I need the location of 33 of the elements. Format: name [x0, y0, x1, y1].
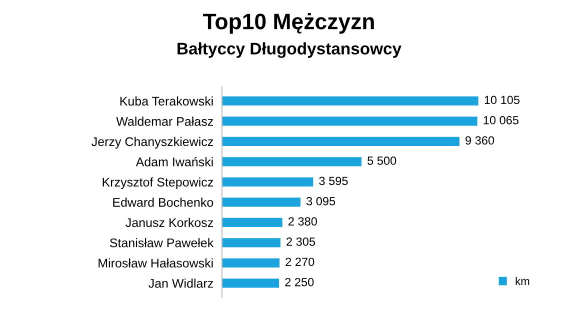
- bar: [222, 218, 282, 227]
- y-tick-label: Edward Bochenko: [113, 198, 214, 207]
- y-tick-label: Adam Iwański: [136, 157, 213, 166]
- chart-title: Top10 Mężczyzn: [203, 13, 374, 34]
- y-tick-label: Krzysztof Stepowicz: [102, 177, 213, 190]
- bar: [222, 136, 460, 146]
- y-tick-label: Waldemar Pałasz: [116, 116, 213, 126]
- bar: [222, 157, 362, 166]
- bar: [222, 278, 280, 288]
- y-tick-label: Janusz Korkosz: [126, 218, 213, 228]
- chart-subtitle: Bałtyccy Długodystansowcy: [178, 42, 402, 58]
- data-label: 3 095: [306, 196, 336, 206]
- y-tick-label: Kuba Terakowski: [120, 96, 213, 106]
- data-label: 2 305: [286, 237, 316, 246]
- bar: [222, 116, 478, 126]
- data-label: 5 500: [368, 156, 396, 165]
- legend-label: km: [516, 276, 530, 285]
- data-label: 3 595: [319, 176, 348, 186]
- bar: [222, 258, 280, 268]
- y-tick-label: Stanisław Pawełek: [110, 238, 214, 248]
- data-label: 2 250: [285, 278, 314, 286]
- bar: [222, 177, 314, 186]
- y-tick-label: Jerzy Chanyszkiewicz: [92, 136, 213, 149]
- data-label: 2 380: [288, 217, 317, 226]
- data-label: 10 105: [484, 96, 520, 104]
- bar: [222, 96, 478, 106]
- bar: [222, 238, 280, 248]
- y-tick-label: Mirosław Hałasowski: [98, 258, 213, 268]
- bar: [222, 198, 300, 207]
- data-label: 2 270: [286, 258, 314, 266]
- y-tick-label: Jan Widlarz: [148, 278, 213, 288]
- data-label: 10 065: [484, 116, 518, 124]
- data-label: 9 360: [466, 136, 494, 145]
